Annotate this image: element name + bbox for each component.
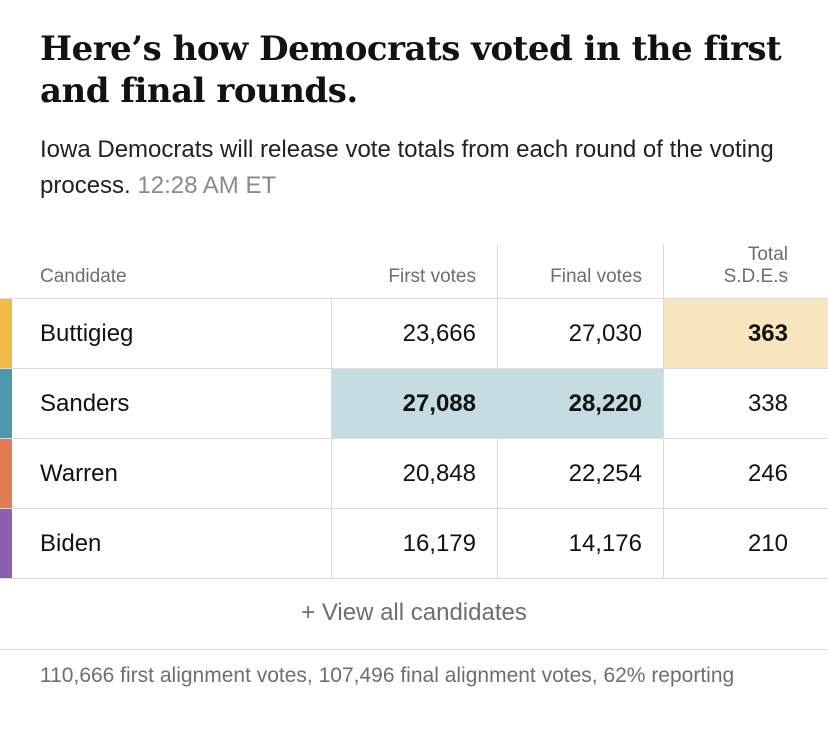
sde-cell: 363	[747, 320, 788, 347]
sde-leader-highlight	[664, 299, 828, 369]
first-votes-cell: 27,088	[402, 390, 476, 417]
dek: Iowa Democrats will release vote totals …	[40, 132, 810, 204]
view-all-candidates-button[interactable]: + View all candidates	[0, 578, 828, 650]
final-votes-cell: 27,030	[568, 320, 642, 347]
candidate-name: Warren	[40, 460, 118, 487]
header-sde-line1: Total	[747, 244, 788, 265]
sde-cell: 210	[747, 530, 788, 557]
candidate-color-swatch	[0, 299, 12, 369]
candidate-color-swatch	[0, 509, 12, 579]
table-row: Biden 16,179 14,176 210	[0, 508, 828, 579]
table-header: Candidate First votes Final votes Total …	[0, 244, 828, 298]
header-first-votes: First votes	[388, 266, 476, 287]
candidate-color-swatch	[0, 369, 12, 439]
first-votes-cell: 16,179	[402, 530, 476, 557]
candidate-name: Biden	[40, 530, 102, 557]
header-candidate: Candidate	[40, 266, 127, 287]
sde-cell: 338	[747, 390, 788, 417]
candidate-name: Buttigieg	[40, 320, 134, 347]
headline: Here’s how Democrats voted in the first …	[40, 29, 782, 111]
first-votes-cell: 23,666	[402, 320, 476, 347]
final-votes-cell: 22,254	[568, 460, 642, 487]
candidate-color-swatch	[0, 439, 12, 509]
table-row: Warren 20,848 22,254 246	[0, 438, 828, 509]
header-final-votes: Final votes	[550, 266, 642, 287]
column-divider-sde	[663, 244, 664, 578]
final-votes-cell: 14,176	[568, 530, 642, 557]
final-votes-cell: 28,220	[568, 390, 642, 417]
header-total-sdes: Total S.D.E.s	[724, 244, 788, 288]
timestamp: 12:28 AM ET	[137, 172, 277, 199]
sde-cell: 246	[747, 460, 788, 487]
candidate-name: Sanders	[40, 390, 130, 417]
votes-leader-highlight	[332, 369, 663, 439]
reporting-footnote: 110,666 first alignment votes, 107,496 f…	[40, 664, 735, 687]
first-votes-cell: 20,848	[402, 460, 476, 487]
dek-text: Iowa Democrats will release vote totals …	[40, 136, 774, 199]
header-sde-line2: S.D.E.s	[723, 266, 788, 287]
table-row: Buttigieg 23,666 27,030 363	[0, 298, 828, 369]
table-row: Sanders 27,088 28,220 338	[0, 368, 828, 439]
